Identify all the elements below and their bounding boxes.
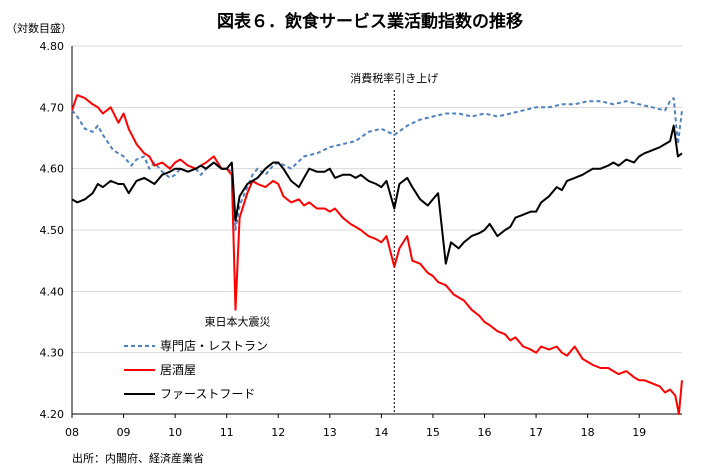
x-tick-label: 18 bbox=[581, 426, 595, 439]
y-tick-label: 4.40 bbox=[40, 285, 65, 298]
x-tick-label: 10 bbox=[168, 426, 182, 439]
legend-label-fastfood: ファーストフード bbox=[160, 387, 255, 401]
x-tick-label: 15 bbox=[426, 426, 440, 439]
y-tick-label: 4.30 bbox=[40, 347, 65, 360]
x-tick-label: 14 bbox=[374, 426, 388, 439]
x-tick-label: 13 bbox=[323, 426, 337, 439]
series-fastfood-line bbox=[71, 124, 683, 265]
tax-hike-annotation: 消費税率引き上げ bbox=[350, 71, 438, 85]
earthquake-annotation: 東日本大震災 bbox=[204, 315, 270, 329]
series-izakaya-line bbox=[71, 94, 683, 415]
y-tick-label: 4.20 bbox=[40, 408, 65, 421]
y-tick-label: 4.60 bbox=[40, 163, 65, 176]
x-tick-label: 16 bbox=[478, 426, 492, 439]
series-layer bbox=[71, 94, 683, 415]
legend-label-izakaya: 居酒屋 bbox=[160, 363, 196, 377]
y-tick-labels: 4.20 4.30 4.40 4.50 4.60 4.70 4.80 bbox=[40, 40, 65, 421]
source-note: 出所：内閣府、経済産業省 bbox=[72, 451, 204, 465]
x-tick-label: 12 bbox=[271, 426, 285, 439]
x-tick-label: 19 bbox=[632, 426, 646, 439]
y-tick-label: 4.70 bbox=[40, 101, 65, 114]
series-restaurants-line bbox=[71, 97, 683, 231]
legend: 専門店・レストラン 居酒屋 ファーストフード bbox=[124, 339, 268, 401]
chart-title: 図表６．飲食サービス業活動指数の推移 bbox=[217, 11, 523, 32]
x-tick-label: 09 bbox=[117, 426, 131, 439]
x-tick-label: 17 bbox=[529, 426, 543, 439]
y-tick-label: 4.50 bbox=[40, 224, 65, 237]
x-tick-label: 08 bbox=[65, 426, 79, 439]
legend-label-restaurants: 専門店・レストラン bbox=[160, 339, 268, 353]
x-tick-label: 11 bbox=[220, 426, 234, 439]
x-tick-labels: 08 09 10 11 12 13 14 15 16 17 18 19 bbox=[65, 414, 646, 439]
y-axis-label: （対数目盛） bbox=[6, 21, 72, 35]
y-tick-label: 4.80 bbox=[40, 40, 65, 53]
